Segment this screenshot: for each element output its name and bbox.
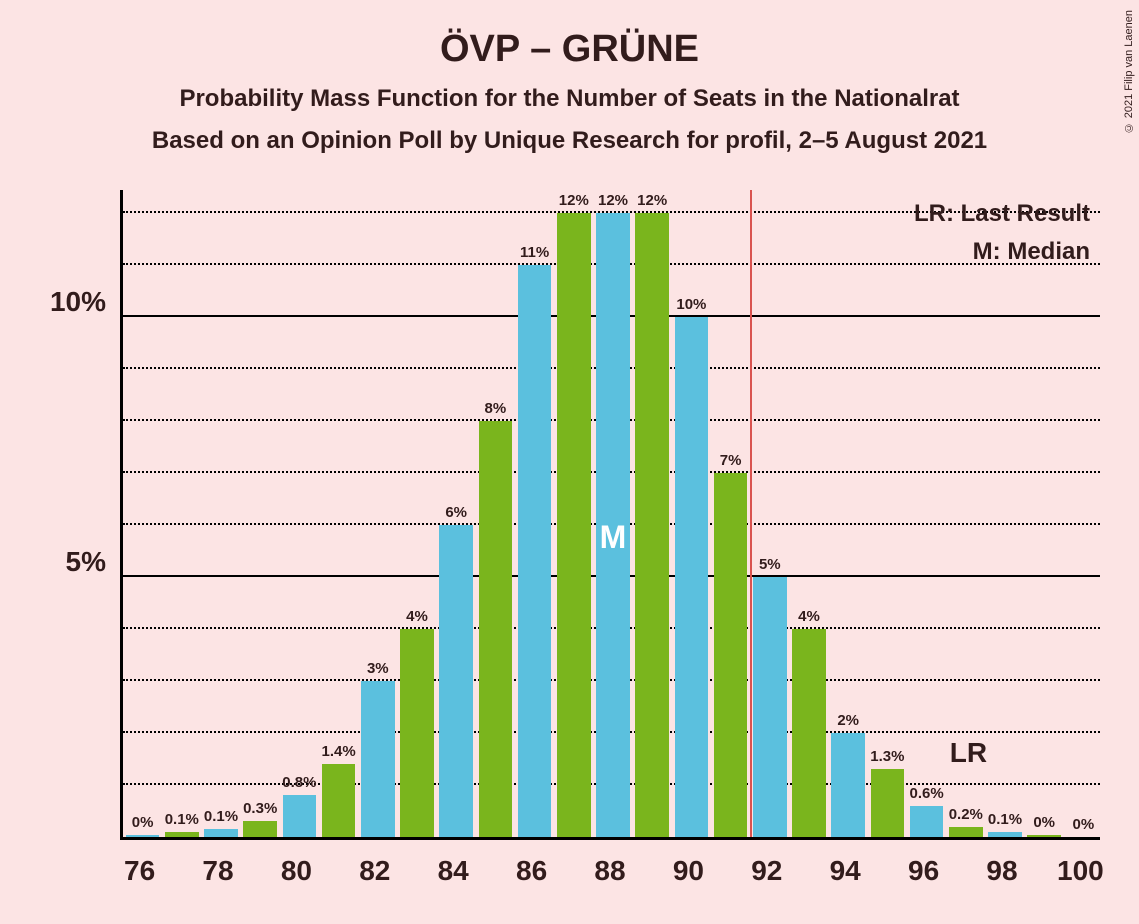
bar <box>1027 835 1061 837</box>
legend-m: M: Median <box>973 238 1090 266</box>
bar <box>949 827 983 837</box>
bar <box>518 265 552 837</box>
bar <box>283 795 317 837</box>
chart-subtitle-2: Based on an Opinion Poll by Unique Resea… <box>0 127 1139 155</box>
copyright-text: © 2021 Filip van Laenen <box>1123 10 1135 133</box>
x-axis-label: 94 <box>830 855 861 887</box>
bar <box>831 733 865 837</box>
x-axis-label: 82 <box>359 855 390 887</box>
bar-value-label: 6% <box>445 504 467 521</box>
bar-value-label: 0% <box>1073 816 1095 833</box>
bar-value-label: 8% <box>485 400 507 417</box>
bar <box>400 629 434 837</box>
bar <box>988 832 1022 837</box>
bar-value-label: 0% <box>1033 814 1055 831</box>
bar-value-label: 12% <box>637 192 667 209</box>
bar-value-label: 4% <box>798 608 820 625</box>
bar-value-label: 0.3% <box>243 800 277 817</box>
x-axis-label: 80 <box>281 855 312 887</box>
bar <box>165 832 199 837</box>
x-axis-label: 84 <box>438 855 469 887</box>
bar <box>792 629 826 837</box>
chart-title: ÖVP – GRÜNE <box>0 0 1139 71</box>
y-axis-label: 10% <box>6 286 106 318</box>
bar-value-label: 0.2% <box>949 806 983 823</box>
x-axis-label: 86 <box>516 855 547 887</box>
bar <box>243 821 277 837</box>
bar-value-label: 0.1% <box>165 811 199 828</box>
bar <box>361 681 395 837</box>
bar <box>557 213 591 837</box>
bar <box>675 317 709 837</box>
bar <box>753 577 787 837</box>
bar <box>126 835 160 837</box>
bar <box>479 421 513 837</box>
bar-value-label: 5% <box>759 556 781 573</box>
bar <box>204 829 238 837</box>
x-axis-label: 92 <box>751 855 782 887</box>
y-axis-label: 5% <box>6 546 106 578</box>
chart-subtitle-1: Probability Mass Function for the Number… <box>0 85 1139 113</box>
bar-value-label: 0% <box>132 814 154 831</box>
bar-value-label: 4% <box>406 608 428 625</box>
bar <box>910 806 944 837</box>
median-marker: M <box>600 519 627 556</box>
bar-value-label: 0.1% <box>988 811 1022 828</box>
bar-value-label: 11% <box>520 244 549 261</box>
x-axis-label: 78 <box>202 855 233 887</box>
plot-region: 0% 0.1% 0.1% 0.3% 0.8% 1.4% 3% 4% 6% 8% 11% 12% 12% 1… <box>120 190 1100 840</box>
x-axis-label: 88 <box>594 855 625 887</box>
bar-value-label: 0.6% <box>909 785 943 802</box>
bar-value-label: 12% <box>598 192 628 209</box>
bar-value-label: 3% <box>367 660 389 677</box>
reference-line <box>750 190 752 837</box>
legend-lr: LR: Last Result <box>914 200 1090 228</box>
bar <box>635 213 669 837</box>
bar-value-label: 0.8% <box>282 774 316 791</box>
x-axis-label: 90 <box>673 855 704 887</box>
bar-value-label: 1.3% <box>870 748 904 765</box>
bar <box>322 764 356 837</box>
last-result-marker: LR <box>950 737 987 769</box>
x-axis-label: 98 <box>986 855 1017 887</box>
bar <box>439 525 473 837</box>
bar-value-label: 0.1% <box>204 808 238 825</box>
bar <box>871 769 905 837</box>
x-axis-label: 96 <box>908 855 939 887</box>
bar-value-label: 1.4% <box>321 743 355 760</box>
bar-value-label: 10% <box>676 296 706 313</box>
x-axis-label: 100 <box>1057 855 1104 887</box>
bar-value-label: 12% <box>559 192 589 209</box>
x-axis-label: 76 <box>124 855 155 887</box>
bar-value-label: 2% <box>837 712 859 729</box>
chart-area: 0% 0.1% 0.1% 0.3% 0.8% 1.4% 3% 4% 6% 8% 11% 12% 12% 1… <box>120 190 1100 840</box>
bar <box>714 473 748 837</box>
bar-value-label: 7% <box>720 452 742 469</box>
